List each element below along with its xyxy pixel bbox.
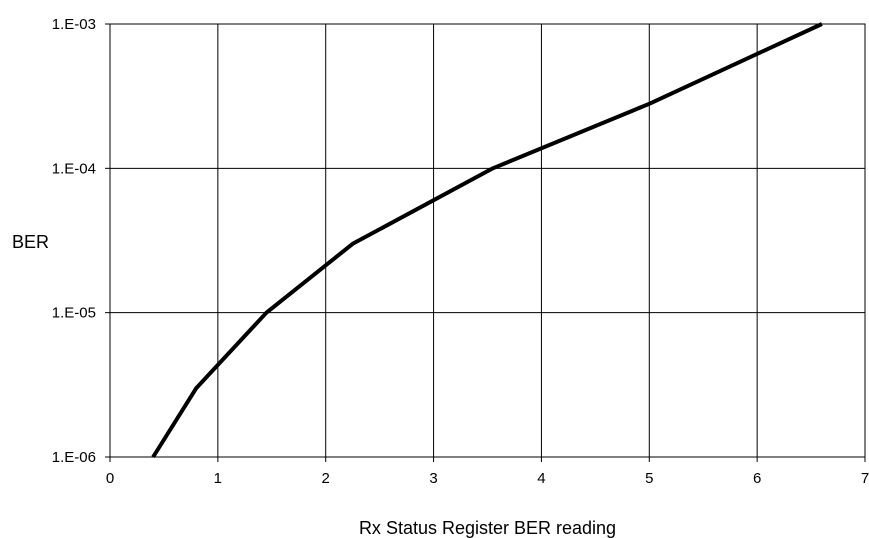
plot-area-frame — [109, 23, 866, 458]
x-tick-label: 3 — [429, 470, 437, 487]
y-tick-label: 1.E-06 — [52, 449, 96, 466]
y-axis-ticks: 1.E-06 1.E-05 1.E-04 1.E-03 — [52, 16, 110, 466]
x-tick-label: 4 — [537, 470, 545, 487]
x-tick-label: 2 — [322, 470, 330, 487]
x-axis-ticks: 0 1 2 3 4 5 6 7 — [106, 457, 869, 487]
ber-curve — [151, 22, 823, 459]
x-tick-label: 1 — [214, 470, 222, 487]
x-tick-label: 7 — [861, 470, 869, 487]
y-tick-label: 1.E-04 — [52, 160, 96, 177]
y-tick-label: 1.E-03 — [52, 16, 96, 33]
y-axis-title: BER — [12, 232, 49, 252]
x-tick-label: 5 — [645, 470, 653, 487]
x-axis-title: Rx Status Register BER reading — [359, 518, 616, 538]
series-layer — [151, 22, 823, 459]
y-tick-label: 1.E-05 — [52, 305, 96, 322]
grid-lines — [109, 23, 866, 458]
x-tick-label: 6 — [753, 470, 761, 487]
x-tick-label: 0 — [106, 470, 114, 487]
